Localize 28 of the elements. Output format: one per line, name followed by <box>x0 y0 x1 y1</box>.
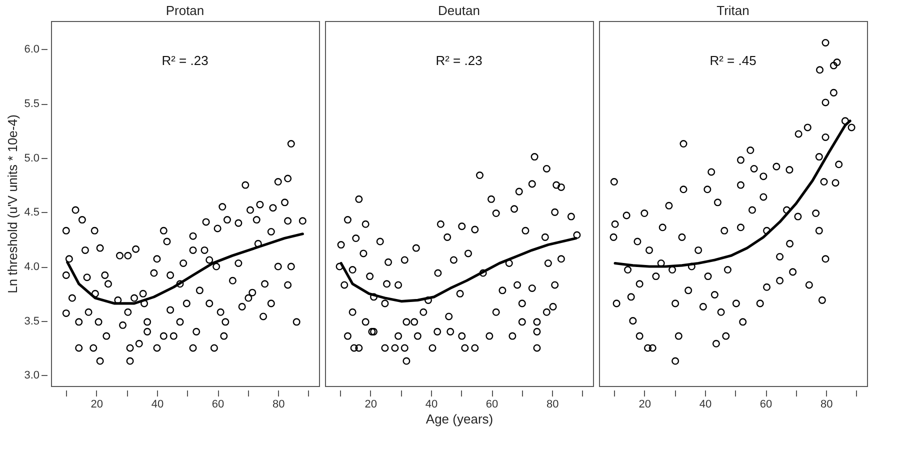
x-tick-label: 40 <box>425 398 438 410</box>
y-tick-label: 4.5 <box>24 206 40 219</box>
x-tick-label: 20 <box>90 398 104 410</box>
annotation: R² = .45 <box>710 53 756 68</box>
annotation: R² = .23 <box>436 53 482 68</box>
x-tick-label: 80 <box>272 398 285 410</box>
x-tick-label: 60 <box>486 398 498 410</box>
x-tick-label: 40 <box>699 398 712 410</box>
x-tick-label: 80 <box>546 398 559 410</box>
y-tick-label: 3.5 <box>24 315 40 328</box>
y-tick-label: 6.0 <box>24 44 40 56</box>
x-tick-label: 40 <box>151 398 164 410</box>
chart-title: Protan <box>166 3 204 18</box>
annotation: R² = .23 <box>162 53 208 68</box>
x-axis-title: Age (years) <box>426 412 494 426</box>
x-tick-label: 60 <box>760 398 772 410</box>
x-tick-label: 20 <box>638 398 652 410</box>
y-tick-label: 3.0 <box>24 370 40 382</box>
x-tick-label: 20 <box>364 398 378 410</box>
y-tick-label: 4.0 <box>24 261 40 274</box>
y-tick-label: 5.0 <box>24 152 40 164</box>
chart-title: Tritan <box>716 3 750 18</box>
y-tick-label: 5.5 <box>24 98 40 110</box>
line-series <box>66 232 304 305</box>
x-tick-label: 60 <box>212 398 224 410</box>
x-tick-label: 80 <box>820 398 833 410</box>
chart-title: Deutan <box>438 3 480 18</box>
y-axis-title: Ln threshold (u'V units * 10e-4) <box>5 114 20 294</box>
